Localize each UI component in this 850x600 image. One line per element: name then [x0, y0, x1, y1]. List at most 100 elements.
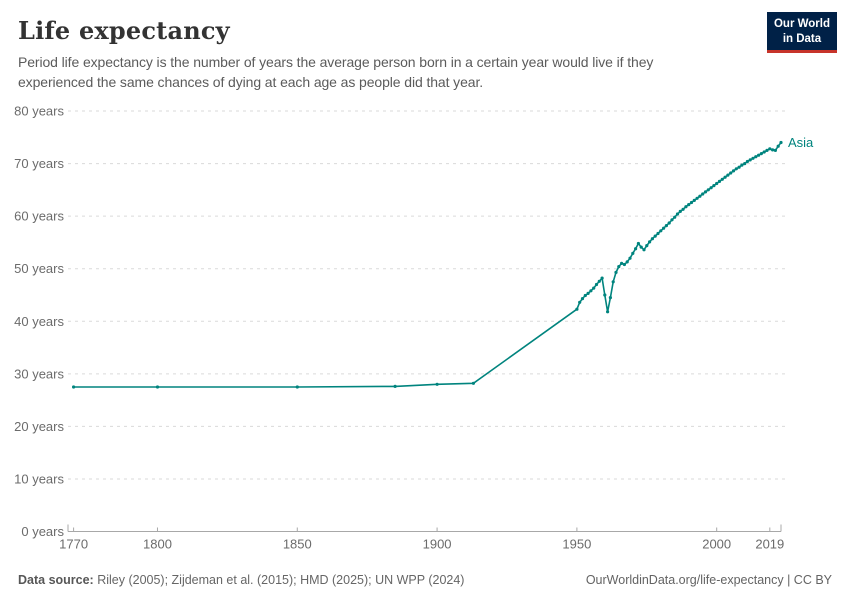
data-point[interactable]	[620, 261, 624, 265]
data-point[interactable]	[589, 289, 593, 293]
data-point[interactable]	[723, 175, 727, 179]
series-line[interactable]	[72, 141, 782, 388]
data-point[interactable]	[731, 169, 736, 173]
data-point[interactable]	[695, 196, 699, 200]
chart-area: 0 years 10 years 20 years 30 years 40 years 5…	[0, 100, 850, 560]
owid-logo[interactable]: Our World in Data	[766, 12, 837, 53]
data-point[interactable]	[639, 245, 643, 249]
data-point[interactable]	[393, 384, 397, 388]
x-axis-tick-label: 2000	[702, 537, 731, 552]
data-point[interactable]	[720, 177, 724, 181]
y-axis-tick-label: 30 years	[14, 366, 64, 381]
x-axis-tick-label: 1770	[59, 537, 88, 552]
data-point[interactable]	[653, 234, 657, 238]
data-point[interactable]	[650, 237, 655, 241]
data-point[interactable]	[662, 226, 666, 230]
data-point[interactable]	[771, 148, 775, 152]
series-asia[interactable]: Asia	[72, 135, 814, 389]
data-point[interactable]	[715, 181, 719, 186]
data-source: Data source: Riley (2005); Zijdeman et a…	[18, 573, 464, 587]
data-point[interactable]	[692, 198, 696, 202]
data-point[interactable]	[600, 276, 604, 280]
data-point[interactable]	[642, 248, 646, 252]
data-point[interactable]	[664, 224, 669, 228]
data-point[interactable]	[645, 244, 649, 248]
data-point[interactable]	[586, 291, 590, 295]
data-point[interactable]	[625, 260, 629, 264]
data-point[interactable]	[678, 209, 682, 213]
data-point[interactable]	[575, 307, 579, 311]
x-axis-tick-label: 2019	[755, 537, 784, 552]
data-point[interactable]	[734, 167, 738, 171]
data-point[interactable]	[729, 171, 733, 175]
data-point[interactable]	[155, 385, 160, 389]
data-point[interactable]	[614, 270, 618, 274]
data-point[interactable]	[765, 148, 769, 152]
data-point[interactable]	[740, 163, 744, 167]
data-point[interactable]	[768, 147, 772, 151]
data-point[interactable]	[583, 293, 587, 298]
data-point[interactable]	[681, 207, 685, 211]
data-point[interactable]	[648, 240, 652, 244]
owid-logo-line2: in Data	[782, 32, 822, 45]
data-point[interactable]	[773, 148, 778, 152]
data-point[interactable]	[689, 200, 694, 205]
data-point[interactable]	[675, 212, 680, 216]
y-axis-tick-label: 0 years	[21, 524, 64, 539]
data-point[interactable]	[712, 184, 716, 188]
data-point[interactable]	[594, 282, 599, 287]
data-point[interactable]	[606, 310, 610, 314]
data-point[interactable]	[751, 156, 755, 160]
data-point[interactable]	[631, 251, 635, 255]
owid-link[interactable]: OurWorldinData.org/life-expectancy | CC …	[585, 573, 832, 587]
data-point[interactable]	[754, 155, 758, 159]
data-point[interactable]	[779, 140, 783, 145]
data-point[interactable]	[622, 262, 627, 267]
y-axis-tick-label: 80 years	[14, 104, 64, 119]
data-point[interactable]	[706, 188, 710, 192]
data-point[interactable]	[717, 179, 722, 183]
data-point[interactable]	[597, 279, 601, 283]
series-end-label[interactable]: Asia	[788, 135, 814, 150]
data-point[interactable]	[592, 286, 596, 290]
data-point[interactable]	[295, 385, 299, 389]
data-point[interactable]	[748, 158, 752, 162]
data-point[interactable]	[471, 381, 475, 385]
data-point[interactable]	[701, 192, 705, 196]
data-point[interactable]	[656, 231, 660, 236]
data-point[interactable]	[580, 297, 585, 301]
data-point[interactable]	[698, 194, 702, 198]
line-chart[interactable]: 0 years 10 years 20 years 30 years 40 years 5…	[0, 100, 850, 560]
x-axis-tick-label: 1800	[143, 537, 172, 552]
data-point[interactable]	[659, 229, 663, 233]
data-point[interactable]	[603, 293, 607, 297]
data-point[interactable]	[435, 382, 439, 386]
x-axis-tick-label: 1850	[283, 537, 312, 552]
data-point[interactable]	[762, 150, 766, 154]
data-point[interactable]	[687, 203, 691, 207]
data-point[interactable]	[608, 296, 613, 300]
data-source-label: Data source:	[18, 573, 94, 587]
data-point[interactable]	[636, 241, 641, 246]
data-point[interactable]	[684, 205, 688, 209]
data-point[interactable]	[745, 159, 750, 164]
y-axis-tick-label: 10 years	[14, 471, 64, 486]
data-point[interactable]	[628, 256, 632, 260]
data-point[interactable]	[72, 385, 76, 389]
data-point[interactable]	[634, 247, 638, 251]
data-point[interactable]	[617, 265, 621, 269]
data-point[interactable]	[703, 190, 708, 194]
data-point[interactable]	[578, 300, 582, 304]
data-point[interactable]	[667, 221, 671, 225]
data-point[interactable]	[709, 186, 713, 190]
data-point[interactable]	[776, 144, 780, 148]
data-point[interactable]	[611, 280, 615, 284]
data-point[interactable]	[743, 162, 747, 166]
data-point[interactable]	[673, 215, 677, 219]
data-point[interactable]	[670, 218, 674, 222]
data-point[interactable]	[759, 152, 764, 156]
data-source-value: Riley (2005); Zijdeman et al. (2015); HM…	[93, 573, 465, 587]
data-point[interactable]	[757, 153, 761, 157]
data-point[interactable]	[726, 173, 730, 177]
data-point[interactable]	[737, 165, 741, 169]
